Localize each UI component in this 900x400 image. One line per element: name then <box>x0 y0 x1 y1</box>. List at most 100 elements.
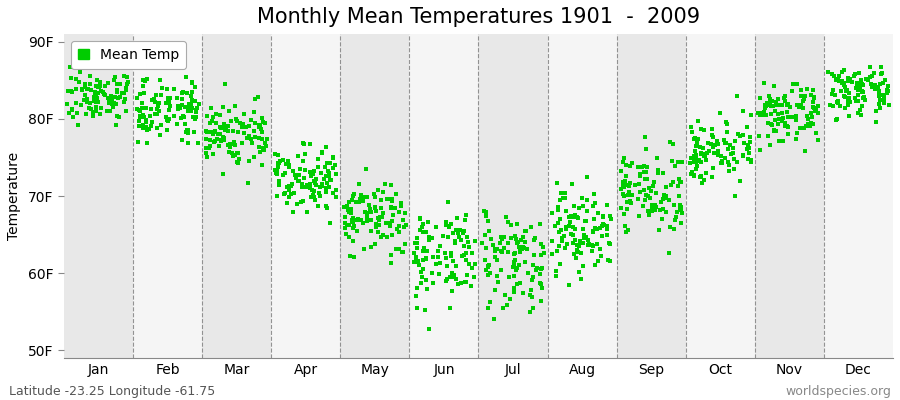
Point <box>510 239 525 246</box>
Point <box>242 157 256 164</box>
Point <box>382 220 397 226</box>
Point <box>809 106 824 113</box>
Point <box>203 104 218 111</box>
Point <box>317 176 331 182</box>
Point <box>575 263 590 269</box>
Point <box>454 252 469 259</box>
Point <box>230 150 245 156</box>
Point <box>715 158 729 165</box>
Point <box>808 107 823 114</box>
Point <box>465 250 480 256</box>
Point <box>687 172 701 178</box>
Point <box>272 182 286 188</box>
Point <box>482 272 496 279</box>
Point <box>786 81 800 88</box>
Point <box>804 92 818 98</box>
Point <box>551 207 565 213</box>
Point <box>690 136 705 142</box>
Point <box>445 288 459 294</box>
Point <box>871 93 886 100</box>
Point <box>272 178 286 184</box>
Point <box>419 277 434 284</box>
Point <box>369 221 383 227</box>
Point <box>508 267 523 274</box>
Point <box>187 98 202 104</box>
Point <box>430 254 445 260</box>
Point <box>112 94 127 100</box>
Point <box>399 222 413 228</box>
Point <box>717 140 732 146</box>
Point <box>769 101 783 107</box>
Point <box>859 76 873 82</box>
Point <box>544 238 559 244</box>
Point <box>618 222 633 229</box>
Point <box>586 202 600 209</box>
Point <box>254 125 268 132</box>
Point <box>155 84 169 91</box>
Point <box>418 255 433 262</box>
Point <box>588 200 602 206</box>
Point <box>442 224 456 230</box>
Point <box>458 217 473 223</box>
Point <box>645 208 660 214</box>
Point <box>379 220 393 226</box>
Point <box>850 86 865 92</box>
Bar <box>547 34 616 358</box>
Point <box>181 104 195 111</box>
Point <box>350 228 365 234</box>
Point <box>850 80 864 86</box>
Point <box>501 274 516 280</box>
Point <box>659 195 673 202</box>
Point <box>639 146 653 152</box>
Point <box>616 178 630 185</box>
Point <box>534 298 548 304</box>
Point <box>850 85 865 91</box>
Point <box>348 199 363 206</box>
Point <box>867 70 881 76</box>
Point <box>482 270 497 276</box>
Point <box>344 206 358 212</box>
Point <box>346 253 361 260</box>
Point <box>672 193 687 200</box>
Point <box>88 89 103 95</box>
Point <box>792 104 806 110</box>
Point <box>319 202 333 209</box>
Point <box>448 240 463 246</box>
Point <box>419 285 434 292</box>
Point <box>189 114 203 120</box>
Point <box>462 243 476 250</box>
Point <box>588 191 602 197</box>
Point <box>688 148 702 154</box>
Point <box>874 71 888 78</box>
Point <box>770 120 785 127</box>
Point <box>510 220 525 227</box>
Point <box>228 142 242 148</box>
Point <box>182 101 196 107</box>
Point <box>463 243 477 250</box>
Point <box>432 270 446 277</box>
Point <box>720 128 734 135</box>
Point <box>415 224 429 230</box>
Point <box>572 205 586 212</box>
Point <box>255 162 269 168</box>
Point <box>588 262 602 268</box>
Point <box>865 84 879 90</box>
Point <box>436 233 450 240</box>
Point <box>724 151 739 157</box>
Point <box>560 241 574 247</box>
Point <box>169 121 184 128</box>
Point <box>801 116 815 122</box>
Point <box>112 114 127 120</box>
Point <box>271 160 285 166</box>
Point <box>132 107 147 113</box>
Point <box>181 140 195 146</box>
Point <box>454 280 468 286</box>
Point <box>252 135 266 141</box>
Point <box>688 156 702 163</box>
Point <box>620 182 634 189</box>
Point <box>344 210 358 216</box>
Point <box>425 270 439 276</box>
Point <box>108 74 122 80</box>
Point <box>781 124 796 130</box>
Point <box>310 182 324 188</box>
